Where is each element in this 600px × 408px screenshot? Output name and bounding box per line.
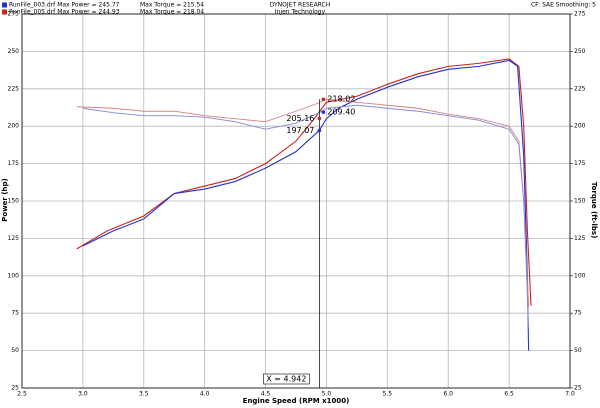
x-tick-label: 2.5 xyxy=(17,391,27,398)
y-tick-label: 125 xyxy=(8,235,20,242)
y-tick-label: 25 xyxy=(11,385,19,392)
y2-tick-label: 275 xyxy=(574,11,586,18)
chart-title: DYNOJET RESEARCH xyxy=(270,2,331,9)
legend-text: RunFile_005.drf Max Power = 244.93 xyxy=(9,9,120,16)
cursor-value-label: 209.40 xyxy=(327,108,355,117)
y2-tick-label: 25 xyxy=(574,385,582,392)
y-tick-label: 200 xyxy=(8,123,20,130)
cursor-label-box xyxy=(263,373,310,385)
series-line xyxy=(76,98,530,306)
legend-swatch xyxy=(2,9,7,15)
x-tick-label: 4.0 xyxy=(200,391,210,398)
y-tick-label: 100 xyxy=(8,272,20,279)
y-tick-label: 250 xyxy=(8,48,20,55)
y-tick-label: 150 xyxy=(8,198,20,205)
cursor-point xyxy=(317,116,322,121)
x-tick-label: 6.0 xyxy=(443,391,453,398)
y2-tick-label: 100 xyxy=(574,272,586,279)
chart-subtitle: Injen Technology xyxy=(275,9,326,16)
y2-tick-label: 200 xyxy=(574,123,586,130)
x-tick-label: 6.5 xyxy=(504,391,514,398)
cursor-point xyxy=(321,110,326,114)
legend-swatch xyxy=(2,2,7,8)
cursor-value-label: 205.16 xyxy=(286,114,314,123)
x-axis-title: Engine Speed (RPM x1000) xyxy=(243,397,350,405)
y2-tick-label: 175 xyxy=(574,160,586,167)
plot-frame xyxy=(21,13,571,389)
legend-torque-text: Max Torque = 218.04 xyxy=(140,9,204,16)
y-tick-label: 50 xyxy=(11,347,19,354)
y-axis-title: Power (hp) xyxy=(1,178,9,221)
y2-tick-label: 150 xyxy=(574,198,586,205)
cursor-point xyxy=(321,97,326,102)
series-line xyxy=(82,104,530,329)
series-line xyxy=(76,58,532,306)
x-tick-label: 7.0 xyxy=(565,391,575,398)
cursor-value-label: 197.07 xyxy=(286,126,314,135)
y2-tick-label: 225 xyxy=(574,85,586,92)
series-line xyxy=(82,59,530,351)
cursor-value-label: 218.02 xyxy=(327,95,355,104)
y-tick-label: 75 xyxy=(11,310,19,317)
cursor-point xyxy=(317,128,322,133)
y2-tick-label: 125 xyxy=(574,235,586,242)
x-tick-label: 5.5 xyxy=(383,391,393,398)
x-tick-label: 5.0 xyxy=(322,391,332,398)
x-tick-label: 3.0 xyxy=(78,391,88,398)
corner-note: CF: SAE Smoothing: 5 xyxy=(531,2,596,9)
y2-tick-label: 50 xyxy=(574,347,582,354)
y-tick-label: 175 xyxy=(8,160,20,167)
y-tick-label: 225 xyxy=(8,85,20,92)
y2-tick-label: 250 xyxy=(574,48,586,55)
y2-axis-title: Torque (ft-lbs) xyxy=(590,182,598,239)
legend-torque-text: Max Torque = 215.54 xyxy=(140,2,204,9)
y2-tick-label: 75 xyxy=(574,310,582,317)
x-tick-label: 3.5 xyxy=(139,391,149,398)
cursor-label: X = 4.942 xyxy=(266,375,306,384)
y-tick-label: 275 xyxy=(8,11,20,18)
legend-text: RunFile_003.drf Max Power = 245.77 xyxy=(9,2,120,9)
x-tick-label: 4.5 xyxy=(261,391,271,398)
